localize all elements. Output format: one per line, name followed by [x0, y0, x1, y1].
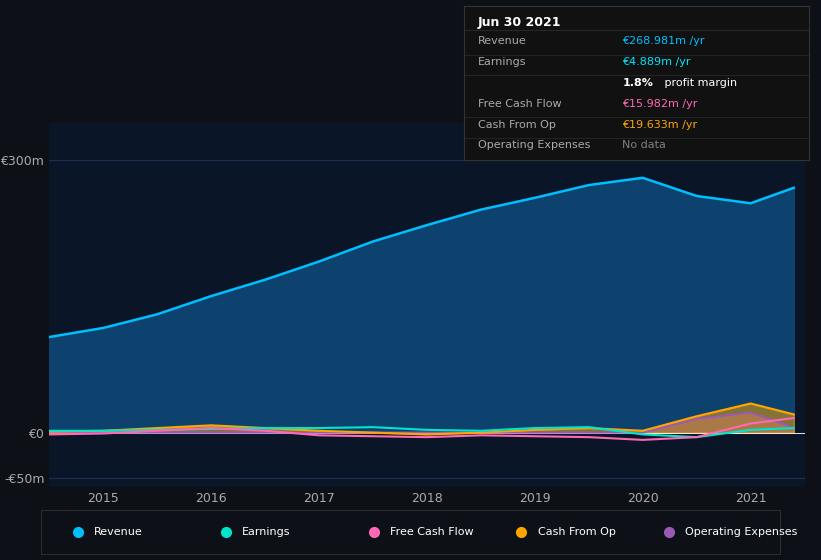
- Text: Free Cash Flow: Free Cash Flow: [478, 99, 562, 109]
- Text: Cash From Op: Cash From Op: [478, 120, 556, 129]
- Text: €19.633m /yr: €19.633m /yr: [622, 120, 698, 129]
- Text: Cash From Op: Cash From Op: [538, 527, 616, 537]
- Text: Jun 30 2021: Jun 30 2021: [478, 16, 562, 29]
- Text: profit margin: profit margin: [661, 78, 737, 88]
- Text: 1.8%: 1.8%: [622, 78, 654, 88]
- Text: Operating Expenses: Operating Expenses: [686, 527, 798, 537]
- Text: Earnings: Earnings: [478, 57, 526, 67]
- Text: Revenue: Revenue: [478, 36, 526, 46]
- Text: €4.889m /yr: €4.889m /yr: [622, 57, 691, 67]
- Text: €268.981m /yr: €268.981m /yr: [622, 36, 705, 46]
- Text: Operating Expenses: Operating Expenses: [478, 141, 590, 150]
- Text: No data: No data: [622, 141, 667, 150]
- Text: Free Cash Flow: Free Cash Flow: [390, 527, 474, 537]
- Text: Revenue: Revenue: [94, 527, 143, 537]
- Text: €15.982m /yr: €15.982m /yr: [622, 99, 698, 109]
- Text: Earnings: Earnings: [242, 527, 291, 537]
